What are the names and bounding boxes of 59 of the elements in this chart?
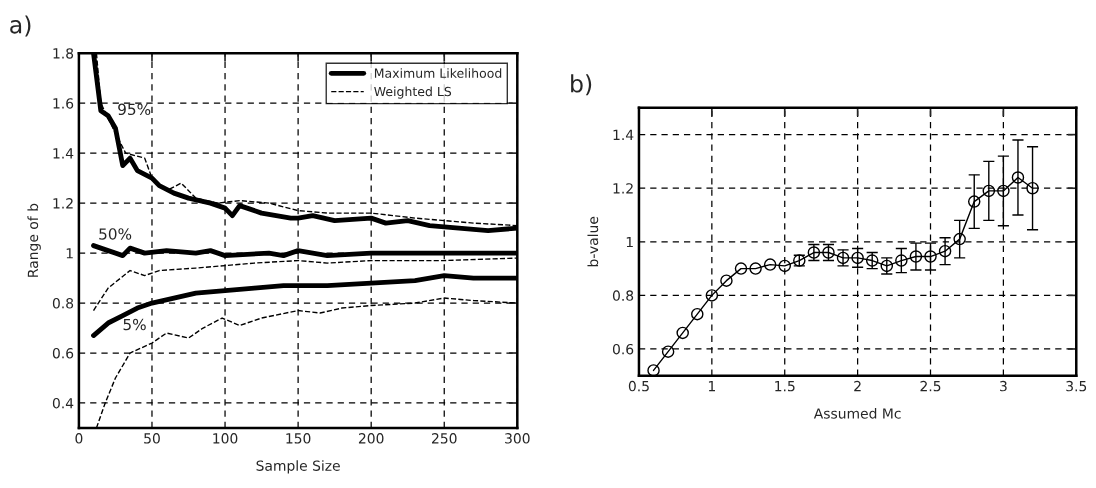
x-tick-label: 250	[432, 433, 457, 444]
y-tick-label: 1	[66, 248, 73, 259]
point	[720, 274, 733, 287]
annotation: 5%	[123, 318, 146, 331]
point	[749, 262, 762, 275]
x-tick-label: 0.5	[628, 380, 649, 392]
legend-label: Maximum Likelihood	[374, 68, 502, 78]
legend-label: Weighted LS	[374, 86, 452, 99]
point	[691, 307, 704, 321]
y-tick-label: 0.8	[612, 290, 634, 301]
point	[1011, 171, 1025, 184]
point	[909, 250, 923, 263]
y-axis-title: b-value	[587, 216, 599, 267]
point	[997, 184, 1010, 198]
y-tick-label: 1.2	[53, 198, 73, 209]
x-axis-title: Sample Size	[256, 460, 340, 474]
point	[778, 259, 791, 273]
x-tick-label: 300	[505, 433, 530, 444]
point	[895, 254, 908, 267]
y-tick-label: 0.6	[612, 343, 634, 355]
point	[661, 345, 675, 358]
point	[705, 289, 719, 302]
annotation: 50%	[99, 228, 132, 240]
y-tick-label: 1.8	[53, 48, 74, 59]
point	[967, 195, 981, 208]
annotation: 95%	[118, 103, 151, 116]
point	[1026, 181, 1039, 195]
x-tick-label: 2	[854, 380, 861, 392]
y-tick-label: 1	[626, 236, 633, 248]
y-tick-label: 0.6	[52, 347, 74, 359]
x-tick-label: 200	[358, 433, 384, 444]
y-tick-label: 0.4	[52, 397, 74, 409]
x-tick-label: 2.5	[920, 380, 941, 392]
point	[647, 364, 660, 376]
x-tick-label: 3	[1000, 380, 1007, 392]
x-tick-label: 50	[144, 433, 160, 444]
y-tick-label: 1.4	[613, 129, 634, 140]
x-axis-title: Assumed Mc	[813, 407, 901, 419]
point	[676, 326, 689, 340]
y-tick-label: 1.4	[53, 148, 74, 159]
point	[734, 262, 748, 275]
point	[953, 232, 966, 246]
x-tick-label: 150	[286, 433, 311, 444]
y-axis-title: Range of b	[27, 203, 41, 277]
x-tick-label: 0	[75, 433, 83, 444]
point	[982, 184, 996, 198]
chart-title: b)	[571, 74, 592, 96]
chart-title: a)	[10, 15, 31, 37]
x-tick-label: 1.5	[775, 381, 795, 392]
y-tick-label: 1.2	[613, 183, 633, 194]
point	[924, 250, 937, 263]
x-tick-label: 3.5	[1066, 380, 1087, 392]
y-tick-label: 0.8	[52, 298, 74, 309]
x-tick-label: 100	[213, 433, 238, 444]
point	[938, 244, 952, 258]
x-tick-label: 1	[708, 381, 715, 392]
point	[851, 251, 864, 265]
point	[763, 258, 777, 271]
y-tick-label: 1.6	[53, 98, 74, 109]
